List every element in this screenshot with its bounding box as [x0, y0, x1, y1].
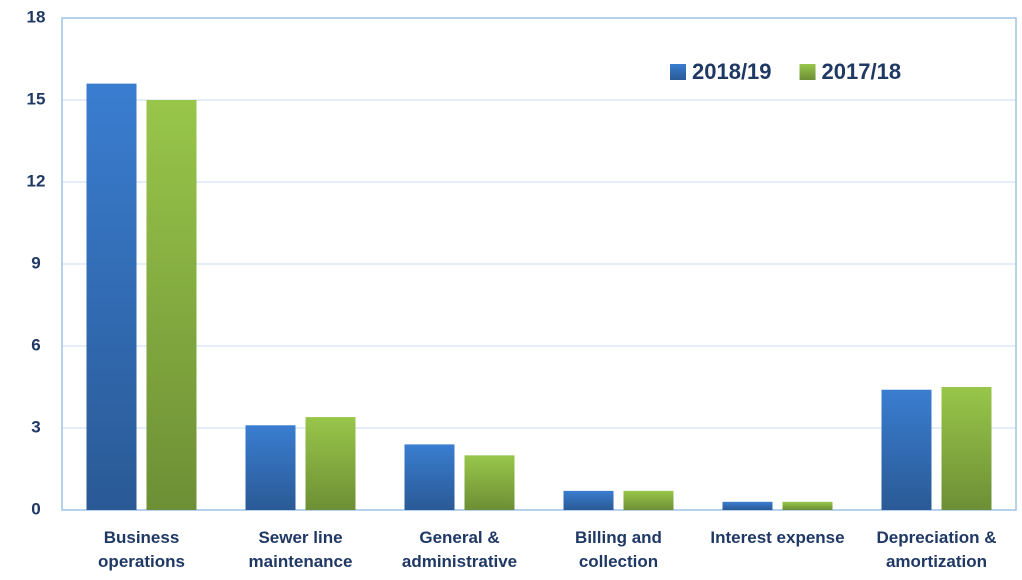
- legend-label: 2017/18: [822, 59, 902, 84]
- bar: [941, 387, 992, 510]
- x-tick-label: Depreciation & amortization: [876, 528, 997, 571]
- y-tick-label: 0: [31, 499, 40, 518]
- y-tick-label: 9: [31, 253, 40, 272]
- x-tick-label: Business operations: [98, 528, 185, 571]
- bar: [404, 444, 455, 510]
- x-tick-label: Sewer line maintenance: [248, 528, 353, 571]
- bar: [782, 501, 833, 510]
- y-tick-label: 6: [31, 335, 40, 354]
- bar: [881, 389, 932, 510]
- plot-border: [61, 17, 1017, 511]
- x-tick-label: Interest expense: [710, 528, 845, 547]
- bar: [245, 425, 296, 510]
- y-tick-label: 15: [27, 89, 46, 108]
- y-tick-label: 18: [27, 7, 46, 26]
- y-tick-label: 3: [31, 417, 40, 436]
- legend-swatch: [799, 64, 816, 80]
- bar: [86, 83, 137, 510]
- bar: [146, 100, 197, 510]
- bar: [464, 455, 515, 510]
- y-tick-label: 12: [27, 171, 46, 190]
- bar: [722, 501, 773, 510]
- x-tick-label: Billing and collection: [575, 528, 662, 571]
- x-tick-label: General & administrative: [401, 528, 518, 571]
- legend-label: 2018/19: [692, 59, 772, 84]
- bar: [623, 490, 674, 510]
- bar: [563, 490, 614, 510]
- legend-swatch: [670, 64, 686, 80]
- bar: [305, 417, 356, 510]
